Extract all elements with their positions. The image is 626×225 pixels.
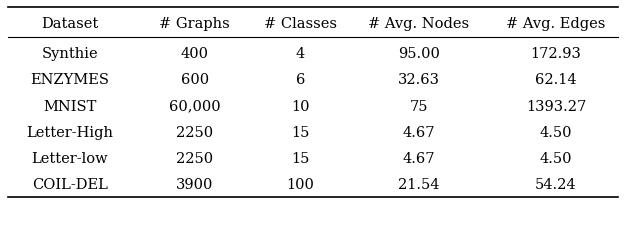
- Text: 6: 6: [296, 73, 305, 87]
- Text: 75: 75: [409, 99, 428, 113]
- Text: 15: 15: [291, 125, 310, 139]
- Text: # Avg. Edges: # Avg. Edges: [506, 17, 606, 31]
- Text: 100: 100: [287, 178, 314, 191]
- Text: Synthie: Synthie: [42, 47, 98, 61]
- Text: # Avg. Nodes: # Avg. Nodes: [368, 17, 470, 31]
- Text: 15: 15: [291, 151, 310, 165]
- Text: 1393.27: 1393.27: [526, 99, 586, 113]
- Text: 21.54: 21.54: [398, 178, 439, 191]
- Text: 172.93: 172.93: [531, 47, 582, 61]
- Text: COIL-DEL: COIL-DEL: [32, 178, 108, 191]
- Text: 32.63: 32.63: [398, 73, 440, 87]
- Text: MNIST: MNIST: [43, 99, 96, 113]
- Text: Letter-low: Letter-low: [32, 151, 108, 165]
- Text: 3900: 3900: [176, 178, 213, 191]
- Text: 4.50: 4.50: [540, 125, 572, 139]
- Text: 54.24: 54.24: [535, 178, 577, 191]
- Text: 4.50: 4.50: [540, 151, 572, 165]
- Text: 4.67: 4.67: [403, 151, 435, 165]
- Text: 95.00: 95.00: [398, 47, 440, 61]
- Text: 600: 600: [180, 73, 208, 87]
- Text: Letter-High: Letter-High: [26, 125, 113, 139]
- Text: 62.14: 62.14: [535, 73, 577, 87]
- Text: Dataset: Dataset: [41, 17, 98, 31]
- Text: 2250: 2250: [176, 151, 213, 165]
- Text: 400: 400: [180, 47, 208, 61]
- Text: # Graphs: # Graphs: [159, 17, 230, 31]
- Text: 60,000: 60,000: [169, 99, 220, 113]
- Text: 4: 4: [296, 47, 305, 61]
- Text: # Classes: # Classes: [264, 17, 337, 31]
- Text: 4.67: 4.67: [403, 125, 435, 139]
- Text: 2250: 2250: [176, 125, 213, 139]
- Text: ENZYMES: ENZYMES: [31, 73, 110, 87]
- Text: 10: 10: [291, 99, 310, 113]
